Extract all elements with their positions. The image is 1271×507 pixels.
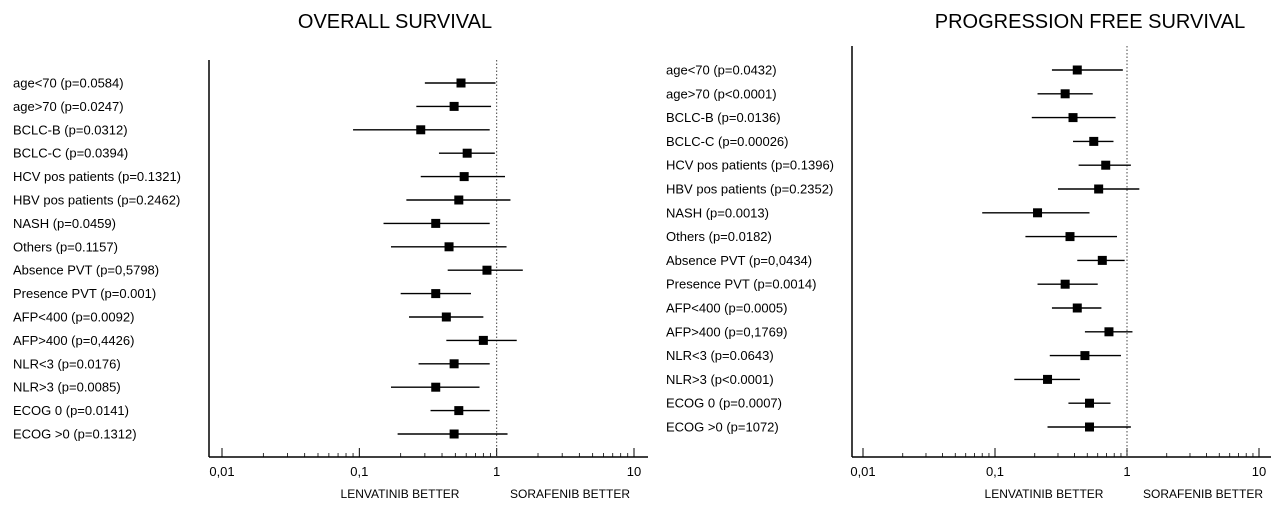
row-label: ECOG >0 (p=1072) [666, 420, 779, 435]
point-estimate [1097, 255, 1107, 265]
row-label: age<70 (p=0.0584) [13, 76, 124, 91]
point-estimate [1068, 113, 1078, 123]
point-estimate [1065, 232, 1075, 242]
overall-survival-panel: OVERALL SURVIVAL 0,01 0,1 1 10 LENVATINIB BET… [13, 11, 648, 501]
point-estimate [454, 406, 464, 416]
point-estimate [462, 148, 472, 158]
point-estimate [431, 218, 441, 228]
point-estimate [449, 359, 459, 369]
row-label: Presence PVT (p=0.0014) [666, 277, 816, 292]
point-estimate [444, 242, 454, 252]
x-tick-label: 0,01 [209, 464, 234, 479]
row-label: AFP<400 (p=0.0092) [13, 310, 134, 325]
point-estimate [1089, 136, 1099, 146]
row-label: BCLC-C (p=0.0394) [13, 146, 128, 161]
point-estimate [1060, 89, 1070, 99]
row-label: BCLC-B (p=0.0312) [13, 122, 128, 137]
point-estimate [1080, 351, 1090, 361]
row-label: HCV pos patients (p=0.1396) [666, 158, 834, 173]
row-label: AFP>400 (p=0,1769) [666, 324, 787, 339]
point-estimate [441, 312, 451, 322]
row-label: Others (p=0.0182) [666, 229, 772, 244]
x-tick-label: 1 [493, 464, 500, 479]
x-tick-label: 0,1 [986, 464, 1004, 479]
point-estimate [1043, 374, 1053, 384]
x-tick-label: 10 [1252, 464, 1266, 479]
point-estimate [478, 335, 488, 345]
row-label: AFP<400 (p=0.0005) [666, 301, 787, 316]
lenvatinib-better-label: LENVATINIB BETTER [341, 487, 460, 501]
row-label: NASH (p=0.0459) [13, 216, 116, 231]
row-label: Others (p=0.1157) [13, 239, 118, 254]
row-label: NASH (p=0.0013) [666, 205, 769, 220]
row-label: NLR>3 (p<0.0001) [666, 372, 774, 387]
x-tick-label: 1 [1123, 464, 1130, 479]
point-estimate [449, 101, 459, 111]
point-estimate [459, 172, 469, 182]
lenvatinib-better-label: LENVATINIB BETTER [985, 487, 1104, 501]
point-estimate [1085, 422, 1095, 432]
row-label: Absence PVT (p=0,5798) [13, 263, 159, 278]
chart-title: PROGRESSION FREE SURVIVAL [935, 11, 1245, 33]
point-estimate [456, 78, 466, 88]
point-estimate [1094, 184, 1104, 194]
point-estimate [449, 429, 459, 439]
x-tick-label: 10 [627, 464, 641, 479]
row-label: ECOG 0 (p=0.0141) [13, 403, 129, 418]
sorafenib-better-label: SORAFENIB BETTER [510, 487, 630, 501]
sorafenib-better-label: SORAFENIB BETTER [1143, 487, 1263, 501]
point-estimate [431, 289, 441, 299]
row-label: NLR<3 (p=0.0176) [13, 356, 121, 371]
row-label: HBV pos patients (p=0.2352) [666, 182, 833, 197]
chart-title: OVERALL SURVIVAL [298, 11, 492, 33]
row-label: NLR<3 (p=0.0643) [666, 348, 774, 363]
point-estimate [1060, 279, 1070, 289]
point-estimate [1033, 208, 1043, 218]
row-label: age<70 (p=0.0432) [666, 63, 777, 78]
point-estimate [416, 125, 426, 135]
row-label: NLR>3 (p=0.0085) [13, 380, 121, 395]
row-label: Presence PVT (p=0.001) [13, 286, 156, 301]
point-estimate [1085, 398, 1095, 408]
row-label: ECOG >0 (p=0.1312) [13, 427, 137, 442]
point-estimate [1101, 160, 1111, 170]
row-label: age>70 (p<0.0001) [666, 86, 777, 101]
row-label: age>70 (p=0.0247) [13, 99, 124, 114]
point-estimate [482, 265, 492, 275]
point-estimate [431, 382, 441, 392]
row-label: HCV pos patients (p=0.1321) [13, 169, 181, 184]
row-label: AFP>400 (p=0,4426) [13, 333, 134, 348]
row-label: BCLC-C (p=0.00026) [666, 134, 788, 149]
point-estimate [1072, 65, 1082, 75]
row-label: HBV pos patients (p=0.2462) [13, 193, 180, 208]
row-label: BCLC-B (p=0.0136) [666, 110, 781, 125]
x-tick-label: 0,1 [350, 464, 368, 479]
row-label: Absence PVT (p=0,0434) [666, 253, 812, 268]
point-estimate [454, 195, 464, 205]
point-estimate [1104, 327, 1114, 337]
x-tick-label: 0,01 [850, 464, 875, 479]
point-estimate [1072, 303, 1082, 313]
row-label: ECOG 0 (p=0.0007) [666, 396, 782, 411]
progression-free-survival-panel: PROGRESSION FREE SURVIVAL 0,01 0,1 1 10 LENVA… [666, 11, 1271, 501]
